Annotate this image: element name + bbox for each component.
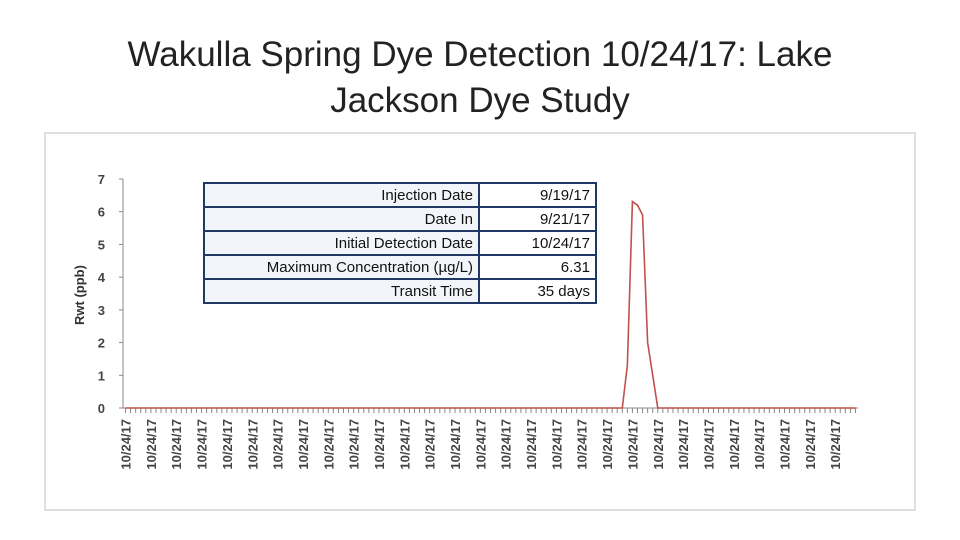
- x-tick-label: 10/24/17: [296, 419, 311, 470]
- x-tick-label: 10/24/17: [372, 419, 387, 470]
- y-axis-title: Rwt (ppb): [72, 265, 87, 325]
- y-tick-label: 1: [98, 368, 105, 383]
- row-label: Date In: [203, 206, 480, 232]
- x-tick-label: 10/24/17: [727, 419, 742, 470]
- x-tick-label: 10/24/17: [499, 419, 514, 470]
- x-tick-label: 10/24/17: [169, 419, 184, 470]
- x-tick-label: 10/24/17: [397, 419, 412, 470]
- x-tick-label: 10/24/17: [321, 419, 336, 470]
- x-tick-label: 10/24/17: [271, 419, 286, 470]
- x-tick-label: 10/24/17: [625, 419, 640, 470]
- x-tick-label: 10/24/17: [600, 419, 615, 470]
- row-value: 6.31: [478, 254, 597, 280]
- row-label: Maximum Concentration (µg/L): [203, 254, 480, 280]
- table-row: Initial Detection Date 10/24/17: [203, 230, 597, 256]
- row-value: 9/19/17: [478, 182, 597, 208]
- x-tick-label: 10/24/17: [676, 419, 691, 470]
- y-tick-label: 3: [98, 303, 105, 318]
- x-tick-label: 10/24/17: [195, 419, 210, 470]
- table-row: Transit Time 35 days: [203, 278, 597, 304]
- x-tick-label: 10/24/17: [119, 419, 134, 470]
- x-tick-label: 10/24/17: [473, 419, 488, 470]
- info-table: Injection Date 9/19/17 Date In 9/21/17 Initi…: [203, 182, 597, 304]
- table-row: Maximum Concentration (µg/L) 6.31: [203, 254, 597, 280]
- row-label: Injection Date: [203, 182, 480, 208]
- x-tick-label: 10/24/17: [448, 419, 463, 470]
- x-tick-label: 10/24/17: [423, 419, 438, 470]
- x-tick-label: 10/24/17: [245, 419, 260, 470]
- y-tick-label: 7: [98, 172, 105, 187]
- row-label: Initial Detection Date: [203, 230, 480, 256]
- x-tick-label: 10/24/17: [220, 419, 235, 470]
- row-label: Transit Time: [203, 278, 480, 304]
- row-value: 10/24/17: [478, 230, 597, 256]
- y-tick-label: 5: [98, 237, 105, 252]
- data-line: [125, 200, 856, 409]
- table-row: Injection Date 9/19/17: [203, 182, 597, 208]
- x-tick-label: 10/24/17: [549, 419, 564, 470]
- table-row: Date In 9/21/17: [203, 206, 597, 232]
- y-tick-label: 6: [98, 205, 105, 220]
- x-tick-label: 10/24/17: [803, 419, 818, 470]
- x-tick-label: 10/24/17: [575, 419, 590, 470]
- x-tick-label: 10/24/17: [144, 419, 159, 470]
- x-tick-label: 10/24/17: [701, 419, 716, 470]
- x-tick-label: 10/24/17: [651, 419, 666, 470]
- x-tick-label: 10/24/17: [778, 419, 793, 470]
- row-value: 35 days: [478, 278, 597, 304]
- x-tick-label: 10/24/17: [524, 419, 539, 470]
- y-tick-label: 0: [98, 401, 105, 416]
- x-tick-label: 10/24/17: [752, 419, 767, 470]
- x-tick-label: 10/24/17: [828, 419, 843, 470]
- slide-title: Wakulla Spring Dye Detection 10/24/17: L…: [127, 35, 833, 120]
- row-value: 9/21/17: [478, 206, 597, 232]
- x-tick-label: 10/24/17: [347, 419, 362, 470]
- y-tick-label: 2: [98, 336, 105, 351]
- y-tick-label: 4: [98, 270, 106, 285]
